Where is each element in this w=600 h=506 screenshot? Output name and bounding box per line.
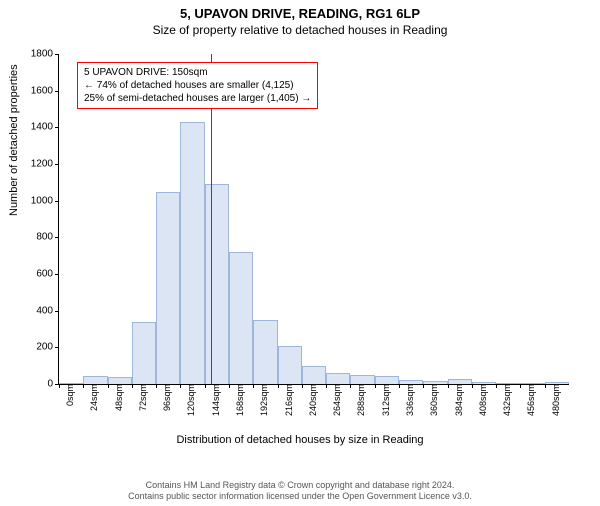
y-tick-mark xyxy=(55,237,59,238)
page-subtitle: Size of property relative to detached ho… xyxy=(0,23,600,37)
histogram-bar xyxy=(253,320,277,384)
x-tick-label: 408sqm xyxy=(476,384,488,416)
x-tick-mark xyxy=(423,384,424,388)
histogram-bar xyxy=(326,373,350,384)
histogram-plot: 0200400600800100012001400160018000sqm24s… xyxy=(58,54,569,385)
annotation-line: ← 74% of detached houses are smaller (4,… xyxy=(84,79,311,92)
annotation-box: 5 UPAVON DRIVE: 150sqm← 74% of detached … xyxy=(77,62,318,109)
x-tick-mark xyxy=(399,384,400,388)
x-tick-label: 24sqm xyxy=(87,384,99,411)
x-tick-mark xyxy=(375,384,376,388)
x-tick-mark xyxy=(156,384,157,388)
y-tick-label: 1000 xyxy=(13,195,59,206)
x-tick-mark xyxy=(180,384,181,388)
y-tick-label: 1800 xyxy=(13,49,59,60)
y-tick-label: 1600 xyxy=(13,85,59,96)
x-tick-label: 480sqm xyxy=(549,384,561,416)
x-tick-mark xyxy=(472,384,473,388)
x-tick-label: 384sqm xyxy=(452,384,464,416)
x-axis-label: Distribution of detached houses by size … xyxy=(0,434,600,446)
footer-line-2: Contains public sector information licen… xyxy=(0,491,600,502)
x-tick-label: 312sqm xyxy=(379,384,391,416)
x-tick-label: 216sqm xyxy=(282,384,294,416)
x-tick-label: 120sqm xyxy=(184,384,196,416)
x-tick-mark xyxy=(108,384,109,388)
histogram-bar xyxy=(205,184,229,384)
histogram-bar xyxy=(350,375,374,384)
histogram-bar xyxy=(108,377,132,384)
x-tick-label: 48sqm xyxy=(112,384,124,411)
y-tick-label: 400 xyxy=(13,305,59,316)
y-tick-mark xyxy=(55,54,59,55)
y-tick-mark xyxy=(55,347,59,348)
chart-area: 0200400600800100012001400160018000sqm24s… xyxy=(58,54,568,384)
y-tick-label: 600 xyxy=(13,269,59,280)
x-tick-label: 336sqm xyxy=(403,384,415,416)
y-tick-mark xyxy=(55,91,59,92)
histogram-bar xyxy=(132,322,156,384)
annotation-line: 25% of semi-detached houses are larger (… xyxy=(84,92,311,105)
x-tick-mark xyxy=(545,384,546,388)
x-tick-label: 456sqm xyxy=(524,384,536,416)
x-tick-mark xyxy=(448,384,449,388)
x-tick-label: 240sqm xyxy=(306,384,318,416)
x-tick-mark xyxy=(496,384,497,388)
x-tick-mark xyxy=(229,384,230,388)
x-tick-mark xyxy=(350,384,351,388)
x-tick-mark xyxy=(520,384,521,388)
y-tick-label: 200 xyxy=(13,342,59,353)
x-tick-mark xyxy=(326,384,327,388)
y-tick-label: 0 xyxy=(13,379,59,390)
histogram-bar xyxy=(229,252,253,384)
x-tick-label: 72sqm xyxy=(136,384,148,411)
x-tick-label: 0sqm xyxy=(63,384,75,406)
x-tick-mark xyxy=(83,384,84,388)
x-tick-label: 432sqm xyxy=(500,384,512,416)
x-tick-label: 168sqm xyxy=(233,384,245,416)
x-tick-label: 96sqm xyxy=(160,384,172,411)
x-tick-mark xyxy=(253,384,254,388)
x-tick-mark xyxy=(302,384,303,388)
x-tick-mark xyxy=(205,384,206,388)
y-tick-mark xyxy=(55,201,59,202)
x-tick-mark xyxy=(278,384,279,388)
footer-attribution: Contains HM Land Registry data © Crown c… xyxy=(0,480,600,502)
histogram-bar xyxy=(83,376,107,384)
y-tick-mark xyxy=(55,127,59,128)
x-tick-label: 288sqm xyxy=(354,384,366,416)
page-title: 5, UPAVON DRIVE, READING, RG1 6LP xyxy=(0,6,600,21)
y-tick-label: 1200 xyxy=(13,159,59,170)
x-tick-label: 264sqm xyxy=(330,384,342,416)
x-tick-label: 360sqm xyxy=(427,384,439,416)
x-tick-label: 144sqm xyxy=(209,384,221,416)
y-tick-label: 800 xyxy=(13,232,59,243)
x-tick-label: 192sqm xyxy=(257,384,269,416)
histogram-bar xyxy=(302,366,326,384)
footer-line-1: Contains HM Land Registry data © Crown c… xyxy=(0,480,600,491)
x-tick-mark xyxy=(132,384,133,388)
histogram-bar xyxy=(156,192,180,385)
annotation-line: 5 UPAVON DRIVE: 150sqm xyxy=(84,66,311,79)
histogram-bar xyxy=(375,376,399,384)
y-tick-mark xyxy=(55,164,59,165)
y-tick-label: 1400 xyxy=(13,122,59,133)
y-tick-mark xyxy=(55,311,59,312)
histogram-bar xyxy=(180,122,204,384)
y-tick-mark xyxy=(55,274,59,275)
x-tick-mark xyxy=(59,384,60,388)
histogram-bar xyxy=(278,346,302,385)
